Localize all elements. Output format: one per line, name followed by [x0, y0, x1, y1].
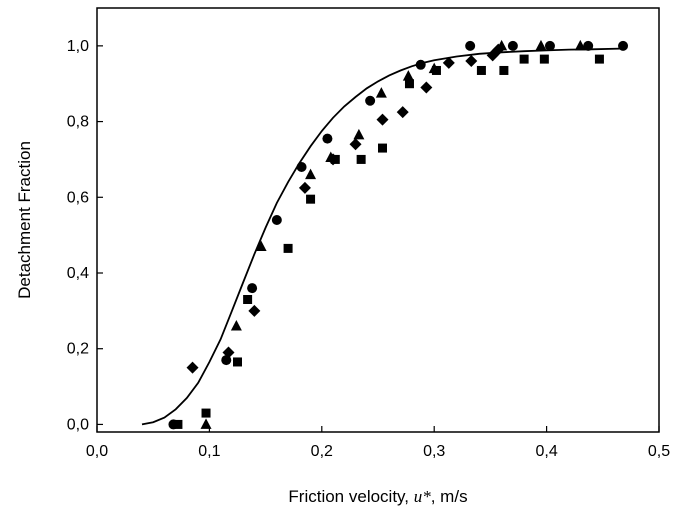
square-marker	[173, 419, 183, 429]
circle-marker	[322, 133, 333, 144]
triangle-marker	[200, 418, 212, 429]
triangle-marker	[255, 240, 267, 251]
circle-marker	[507, 40, 518, 51]
diamond-marker	[376, 113, 389, 126]
x-tick-label: 0,1	[198, 443, 220, 460]
diamond-marker	[248, 304, 261, 317]
square-marker	[356, 154, 366, 164]
triangle-marker	[375, 87, 387, 98]
square-marker	[283, 243, 293, 253]
y-axis-title: Detachment Fraction	[15, 141, 34, 299]
x-tick-label: 0,2	[311, 443, 333, 460]
square-marker	[476, 65, 486, 75]
circle-marker	[365, 95, 376, 106]
circle-marker	[583, 40, 594, 51]
x-tick-label: 0,5	[648, 443, 670, 460]
triangle-marker	[402, 70, 414, 81]
x-axis-title-symbol: u*	[414, 487, 432, 506]
fit-curve	[141, 47, 626, 426]
diamond-marker	[465, 55, 478, 67]
square-marker	[233, 357, 242, 367]
triangle-marker	[353, 128, 365, 140]
y-tick-label: 0,6	[67, 189, 89, 206]
square-marker	[306, 194, 316, 204]
diamond-marker	[396, 106, 409, 119]
square-marker	[377, 143, 387, 153]
square-marker	[201, 408, 211, 418]
x-tick-label: 0,4	[535, 443, 557, 460]
circle-marker	[296, 162, 307, 172]
square-marker	[519, 54, 529, 64]
diamond-marker	[327, 153, 340, 166]
triangle-marker	[574, 39, 586, 51]
diamond-marker	[442, 56, 455, 69]
diamond-marker	[222, 346, 235, 359]
y-tick-label: 0,2	[67, 341, 89, 358]
triangle-marker	[305, 168, 317, 180]
y-tick-label: 1,0	[67, 38, 89, 55]
y-tick-label: 0,8	[67, 114, 89, 131]
square-marker	[594, 54, 604, 64]
x-axis-title-prefix: Friction velocity,	[288, 487, 413, 506]
square-marker	[243, 295, 253, 304]
diamond-marker	[298, 181, 311, 194]
y-axis-ticks: 0,0 0,2 0,4 0,6 0,8 1,0	[67, 38, 103, 433]
diamond-marker	[420, 81, 433, 94]
x-tick-label: 0,0	[86, 443, 108, 460]
circle-marker	[465, 40, 476, 51]
diamond-marker	[349, 138, 362, 151]
circle-marker	[415, 59, 426, 70]
diamond-marker	[186, 361, 199, 374]
circle-marker	[271, 215, 282, 225]
x-axis-title-suffix: , m/s	[431, 487, 468, 506]
circle-marker	[247, 283, 258, 294]
square-marker	[539, 54, 549, 64]
diamond-marker	[492, 43, 505, 56]
plot-frame	[96, 7, 660, 433]
y-tick-label: 0,4	[67, 265, 89, 282]
x-axis-title: Friction velocity, u*, m/s	[288, 487, 467, 506]
square-marker	[404, 79, 414, 89]
data-markers	[168, 39, 629, 430]
y-tick-label: 0,0	[67, 416, 89, 433]
x-tick-label: 0,3	[423, 443, 445, 460]
circle-marker	[544, 40, 555, 51]
square-marker	[499, 65, 509, 75]
triangle-marker	[535, 39, 547, 51]
triangle-marker	[230, 320, 242, 331]
x-axis-ticks: 0,0 0,1 0,2 0,3 0,4 0,5	[86, 426, 670, 460]
circle-marker	[618, 40, 629, 51]
triangle-marker	[428, 62, 440, 74]
